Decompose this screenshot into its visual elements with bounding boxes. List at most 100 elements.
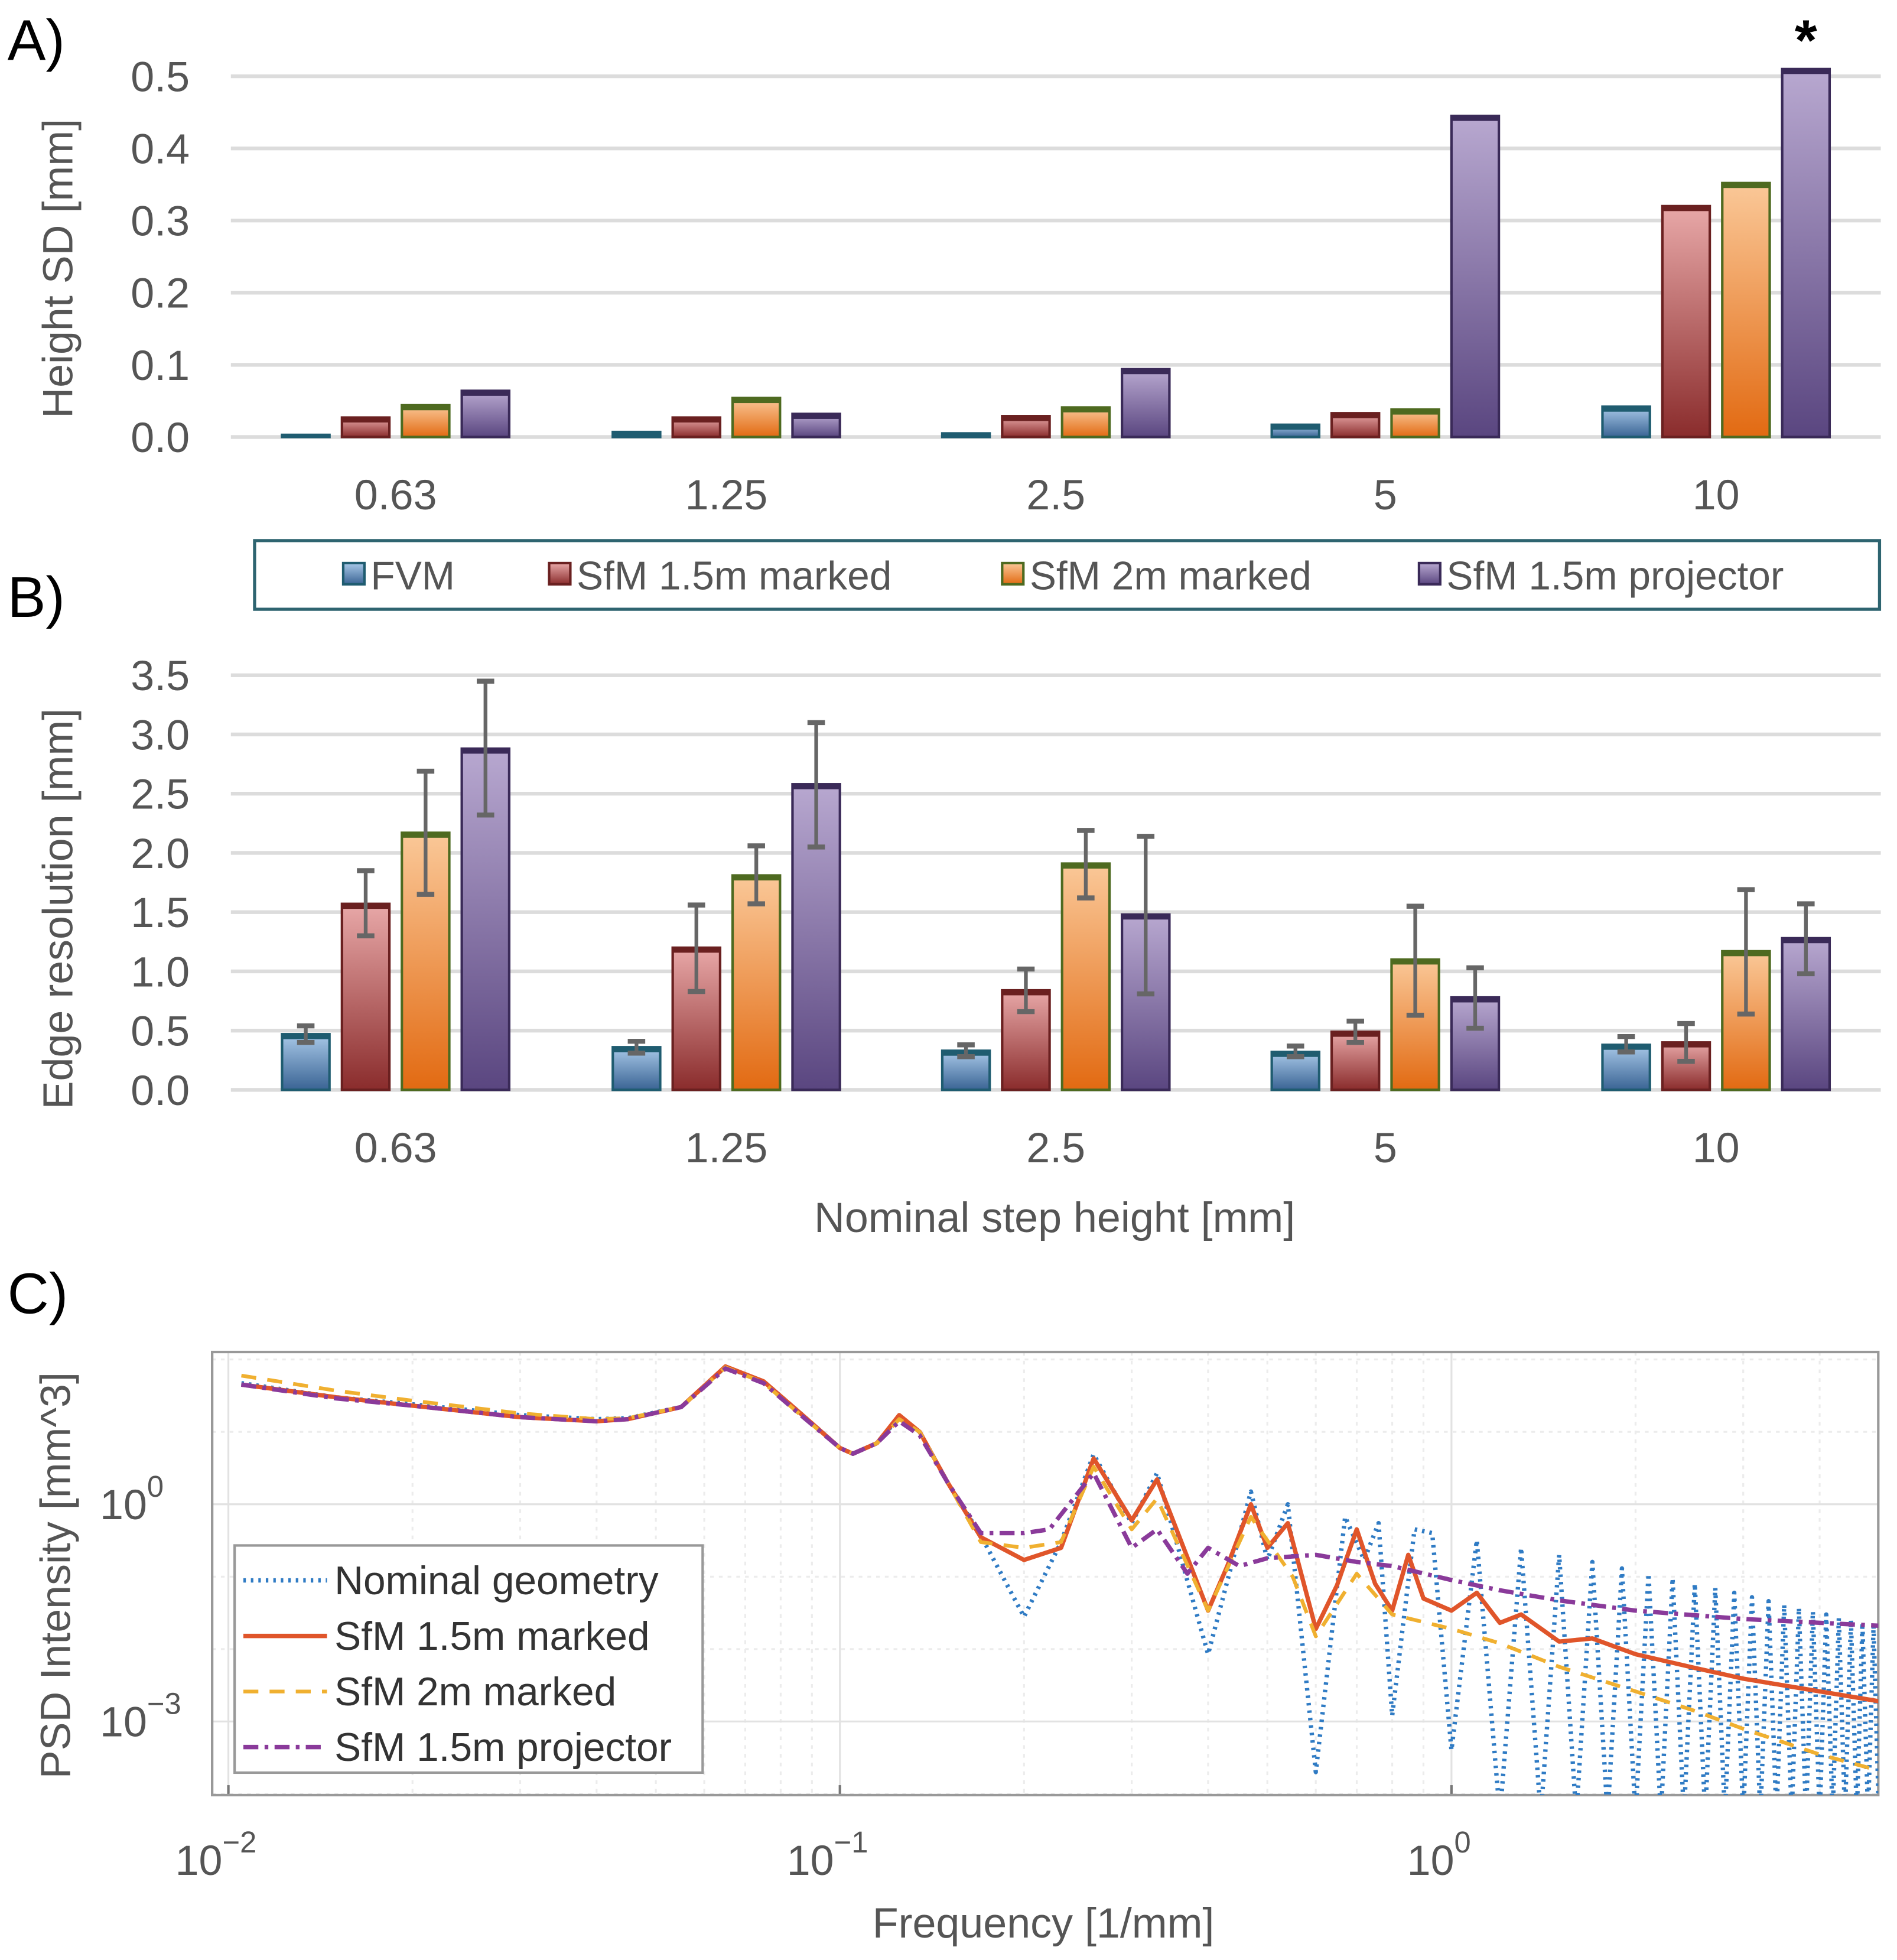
line-sfm-1-5m-projector [241, 1366, 1879, 1628]
chart-c-xlabel: Frequency [1/mm] [873, 1900, 1215, 1947]
bar-sfm-1-5m-projector-2.5 [1121, 368, 1171, 438]
bar-fvm-10 [1601, 405, 1651, 438]
series-lines [241, 1364, 1879, 1795]
x-tick-exponent: −2 [223, 1825, 257, 1859]
legend-label-sfm-1-5m-marked: SfM 1.5m marked [334, 1614, 649, 1659]
bar-sfm-2m-marked-2.5 [1060, 862, 1111, 1091]
x-tick-label: 10−1 [787, 1825, 868, 1884]
x-tick-label: 10 [1693, 1124, 1740, 1172]
panel-label-b: B) [8, 565, 65, 629]
bar-cap [402, 405, 450, 411]
x-tick-label: 2.5 [1026, 472, 1085, 519]
y-tick-label: 0.1 [131, 342, 190, 389]
x-tick-label: 1.25 [685, 1124, 768, 1172]
y-tick-label: 0.2 [131, 270, 190, 317]
legend-swatch-sfm-1-5m-projector [1417, 561, 1442, 586]
bar-cap [942, 433, 990, 437]
bar-cap [1062, 407, 1110, 412]
bar-cap [672, 417, 720, 423]
y-tick-label: 0.4 [131, 126, 190, 173]
bar-sfm-1-5m-projector-1.25 [791, 783, 841, 1091]
x-tick-label: 2.5 [1026, 1124, 1085, 1172]
legend-label-sfm-1-5m-projector: SfM 1.5m projector [1446, 554, 1784, 598]
legend-label-sfm-1-5m-projector: SfM 1.5m projector [334, 1725, 672, 1770]
y-tick-label: 0.0 [131, 414, 190, 461]
bar-sfm-2m-marked-1.25 [731, 396, 782, 438]
x-tick-label: 10−2 [175, 1825, 257, 1884]
chart-b-ylabel: Edge resolution [mm] [35, 708, 82, 1110]
legend-label-sfm-2m-marked: SfM 2m marked [1030, 554, 1312, 598]
bar-legend-box [253, 539, 1882, 611]
panel-label-c: C) [8, 1262, 69, 1326]
y-tick-label: 2.5 [131, 771, 190, 818]
legend-swatch-sfm-1-5m-marked [548, 561, 572, 586]
bar-cap [461, 391, 509, 396]
chart-b-xlabel: Nominal step height [mm] [814, 1194, 1295, 1241]
y-tick-label: 1.5 [131, 889, 190, 937]
x-tick-exponent: 0 [1455, 1825, 1471, 1859]
chart-a-ylabel: Height SD [mm] [35, 119, 82, 418]
chart-b-edge-resolution: 0.0 0.5 1.0 1.5 2.0 2.5 3.0 3.5 0.63 1.25 2.5 5 10 [131, 652, 1881, 1172]
y-tick-label: 100 [100, 1470, 164, 1529]
x-tick-label: 0.63 [354, 1124, 437, 1172]
bar-cap [1722, 183, 1770, 188]
bar-cap [613, 432, 660, 437]
y-tick-label: 10−3 [100, 1687, 181, 1746]
legend-label-nominal-geometry: Nominal geometry [334, 1559, 659, 1603]
bar-sfm-2m-marked-0.63 [401, 404, 451, 438]
legend-swatch-sfm-2m-marked [1001, 561, 1025, 586]
legend-label-sfm-2m-marked: SfM 2m marked [334, 1670, 616, 1714]
bar-legend: FVM SfM 1.5m marked SfM 2m marked SfM 1.5m … [253, 539, 1882, 611]
panel-label-a: A) [8, 8, 65, 73]
psd-legend-box [233, 1544, 704, 1774]
bar-cap [1002, 416, 1050, 421]
bar-cap [792, 414, 840, 419]
x-tick-label: 10 [1693, 472, 1740, 519]
y-tick-label: 0.5 [131, 1008, 190, 1055]
bar-cap [1391, 409, 1439, 415]
chart-c-psd: 10−2 10−1 100 100 10−3 Nominal geometry SfM 1.… [100, 1350, 1880, 1884]
legend-label-fvm: FVM [370, 554, 455, 598]
y-tick-exponent: −3 [147, 1687, 181, 1721]
x-tick-label: 0.63 [354, 472, 437, 519]
y-tick-exponent: 0 [147, 1470, 164, 1503]
y-tick-label: 0.5 [131, 53, 190, 100]
bar-cap [1602, 407, 1650, 412]
bar-cap [1122, 369, 1170, 375]
bar-sfm-1-5m-projector-10 [1781, 67, 1831, 438]
line-sfm-2m-marked [241, 1365, 1879, 1773]
chart-a-annotation: * [1795, 8, 1817, 73]
x-tick-exponent: −1 [834, 1825, 868, 1859]
psd-legend: Nominal geometry SfM 1.5m marked SfM 2m ma… [233, 1544, 704, 1774]
legend-label-sfm-1-5m-marked: SfM 1.5m marked [577, 554, 891, 598]
y-tick-label: 3.0 [131, 711, 190, 759]
bar-cap [1271, 424, 1319, 430]
bar-cap [733, 398, 780, 404]
x-tick-label: 5 [1374, 472, 1397, 519]
plot-frame [211, 1350, 1880, 1797]
bar-cap [1782, 69, 1830, 74]
bar-cap [1332, 413, 1379, 418]
bar-sfm-1-5m-projector-5 [1450, 996, 1501, 1091]
x-tick-label: 5 [1374, 1124, 1397, 1172]
bar-cap [1662, 206, 1710, 212]
y-tick-label: 2.0 [131, 830, 190, 877]
bar-cap [282, 434, 330, 437]
bar-cap [341, 417, 390, 423]
legend-swatch-fvm [341, 561, 366, 586]
y-tick-label: 1.0 [131, 948, 190, 996]
bar-sfm-2m-marked-1.25 [731, 874, 782, 1091]
bar-cap [1451, 116, 1499, 121]
bar-sfm-2m-marked-10 [1721, 181, 1771, 438]
y-tick-label: 0.0 [131, 1067, 190, 1114]
y-tick-label: 3.5 [131, 652, 190, 700]
y-tick-label: 0.3 [131, 198, 190, 245]
bar-sfm-1-5m-projector-0.63 [460, 389, 511, 438]
chart-c-ylabel: PSD Intensity [mm^3] [32, 1372, 79, 1779]
x-tick-label: 1.25 [685, 472, 768, 519]
chart-a-height-sd: 0.0 0.1 0.2 0.3 0.4 0.5 0.63 1.25 2.5 5 10 [131, 53, 1881, 519]
bar-sfm-1-5m-projector-5 [1450, 115, 1501, 438]
bar-sfm-1-5m-marked-10 [1661, 204, 1711, 438]
x-tick-label: 100 [1407, 1825, 1471, 1884]
